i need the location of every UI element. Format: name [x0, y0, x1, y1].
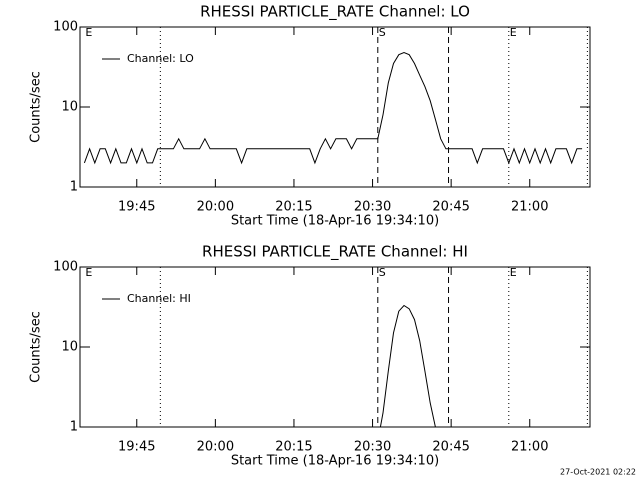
- x-tick-label: 20:30: [354, 440, 391, 455]
- x-tick-label: 21:00: [511, 440, 548, 455]
- x-axis-label: Start Time (18-Apr-16 19:34:10): [231, 454, 439, 469]
- data-line: [379, 304, 436, 428]
- x-tick-label: 20:30: [354, 200, 391, 215]
- event-label: E: [85, 26, 92, 39]
- footer-timestamp: 27-Oct-2021 02:22: [560, 468, 636, 477]
- chart-title: RHESSI PARTICLE_RATE Channel: LO: [200, 3, 470, 22]
- y-tick-label: 100: [53, 20, 78, 35]
- chart-title: RHESSI PARTICLE_RATE Channel: HI: [202, 243, 468, 262]
- plot-frame: [79, 26, 591, 188]
- x-tick-label: 20:00: [197, 200, 234, 215]
- y-tick-label: 100: [53, 260, 78, 275]
- x-tick-label: 20:45: [432, 440, 469, 455]
- x-tick-label: 19:45: [118, 440, 155, 455]
- x-tick-label: 20:15: [275, 440, 312, 455]
- x-axis-label: Start Time (18-Apr-16 19:34:10): [231, 214, 439, 229]
- y-tick-label: 1: [70, 180, 78, 195]
- y-tick-label: 10: [61, 340, 78, 355]
- y-tick-label: 10: [61, 100, 78, 115]
- event-label: S: [379, 26, 386, 39]
- legend-label: Channel: LO: [127, 52, 194, 65]
- event-label: E: [510, 26, 517, 39]
- y-tick-label: 1: [70, 420, 78, 435]
- data-line: [83, 51, 583, 165]
- y-axis-label: Counts/sec: [29, 311, 44, 383]
- event-label: E: [510, 266, 517, 279]
- legend-label: Channel: HI: [127, 292, 191, 305]
- plot-frame: [79, 266, 591, 428]
- x-tick-label: 20:45: [432, 200, 469, 215]
- x-tick-label: 20:00: [197, 440, 234, 455]
- x-tick-label: 21:00: [511, 200, 548, 215]
- event-label: S: [379, 266, 386, 279]
- event-label: E: [85, 266, 92, 279]
- x-tick-label: 20:15: [275, 200, 312, 215]
- y-axis-label: Counts/sec: [29, 71, 44, 143]
- x-tick-label: 19:45: [118, 200, 155, 215]
